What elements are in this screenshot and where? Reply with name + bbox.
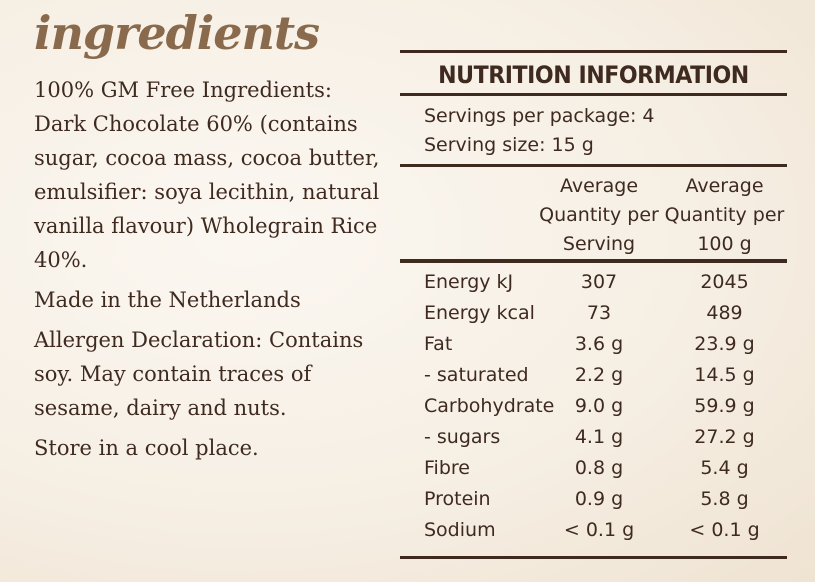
serving-info: Servings per package: 4 Serving size: 15… — [400, 96, 787, 164]
per-serving-value: 9.0 g — [574, 395, 624, 417]
per-100g-header: Average Quantity per 100 g — [664, 175, 785, 255]
table-row: Energy kcal 73 489 — [400, 298, 787, 329]
nutrient-name: - saturated — [424, 364, 529, 386]
per-100g-value: 5.4 g — [700, 457, 749, 479]
per-serving-value: 307 — [580, 271, 618, 293]
table-row: Protein 0.9 g 5.8 g — [400, 484, 787, 515]
table-row: Fat 3.6 g 23.9 g — [400, 329, 787, 360]
allergen-declaration: Allergen Declaration: Contains soy. May … — [34, 328, 364, 420]
storage-instructions: Store in a cool place. — [34, 436, 259, 460]
table-row: Carbohydrate 9.0 g 59.9 g — [400, 391, 787, 422]
per-serving-value: < 0.1 g — [563, 519, 635, 541]
nutrient-name: Energy kcal — [424, 302, 535, 324]
nutrient-rows: Energy kJ 307 2045 Energy kcal 73 489 Fa… — [400, 263, 787, 556]
nutrition-panel: NUTRITION INFORMATION Servings per packa… — [400, 50, 787, 559]
per-100g-value: < 0.1 g — [689, 519, 760, 541]
divider — [400, 556, 787, 559]
divider — [400, 93, 787, 96]
per-serving-value: 3.6 g — [574, 333, 624, 355]
divider — [400, 50, 787, 53]
nutrient-name: Sodium — [424, 519, 496, 541]
table-row: - sugars 4.1 g 27.2 g — [400, 422, 787, 453]
servings-per-package: Servings per package: 4 — [424, 105, 655, 127]
per-100g-value: 14.5 g — [694, 364, 755, 386]
table-row: Sodium < 0.1 g < 0.1 g — [400, 515, 787, 546]
divider — [400, 259, 787, 263]
per-serving-value: 73 — [586, 302, 612, 324]
serving-size: Serving size: 15 g — [424, 134, 594, 156]
ingredients-heading: ingredients — [34, 6, 320, 60]
per-100g-value: 23.9 g — [694, 333, 755, 355]
column-headers: Average Quantity per Serving Average Qua… — [400, 167, 787, 259]
ingredients-list: 100% GM Free Ingredients: Dark Chocolate… — [34, 78, 380, 272]
per-serving-value: 0.8 g — [574, 457, 624, 479]
per-100g-value: 27.2 g — [694, 426, 755, 448]
nutrient-name: Energy kJ — [424, 271, 514, 293]
per-serving-header: Average Quantity per Serving — [539, 175, 659, 255]
nutrition-title: NUTRITION INFORMATION — [438, 61, 749, 89]
nutrient-name: - sugars — [424, 426, 501, 448]
nutrient-name: Fat — [424, 333, 453, 355]
table-row: - saturated 2.2 g 14.5 g — [400, 360, 787, 391]
per-100g-value: 5.8 g — [700, 488, 749, 510]
table-row: Fibre 0.8 g 5.4 g — [400, 453, 787, 484]
nutrient-name: Protein — [424, 488, 491, 510]
per-serving-value: 0.9 g — [574, 488, 624, 510]
nutrient-name: Fibre — [424, 457, 470, 479]
per-100g-value: 489 — [706, 302, 743, 324]
nutrient-name: Carbohydrate — [424, 395, 555, 417]
ingredients-text: 100% GM Free Ingredients: Dark Chocolate… — [34, 73, 384, 471]
per-serving-value: 2.2 g — [574, 364, 624, 386]
per-serving-value: 4.1 g — [574, 426, 624, 448]
origin-statement: Made in the Netherlands — [34, 288, 301, 312]
per-100g-value: 2045 — [700, 271, 749, 293]
table-row: Energy kJ 307 2045 — [400, 267, 787, 298]
per-100g-value: 59.9 g — [694, 395, 755, 417]
nutrient-column-header — [400, 167, 536, 259]
divider — [400, 164, 787, 167]
